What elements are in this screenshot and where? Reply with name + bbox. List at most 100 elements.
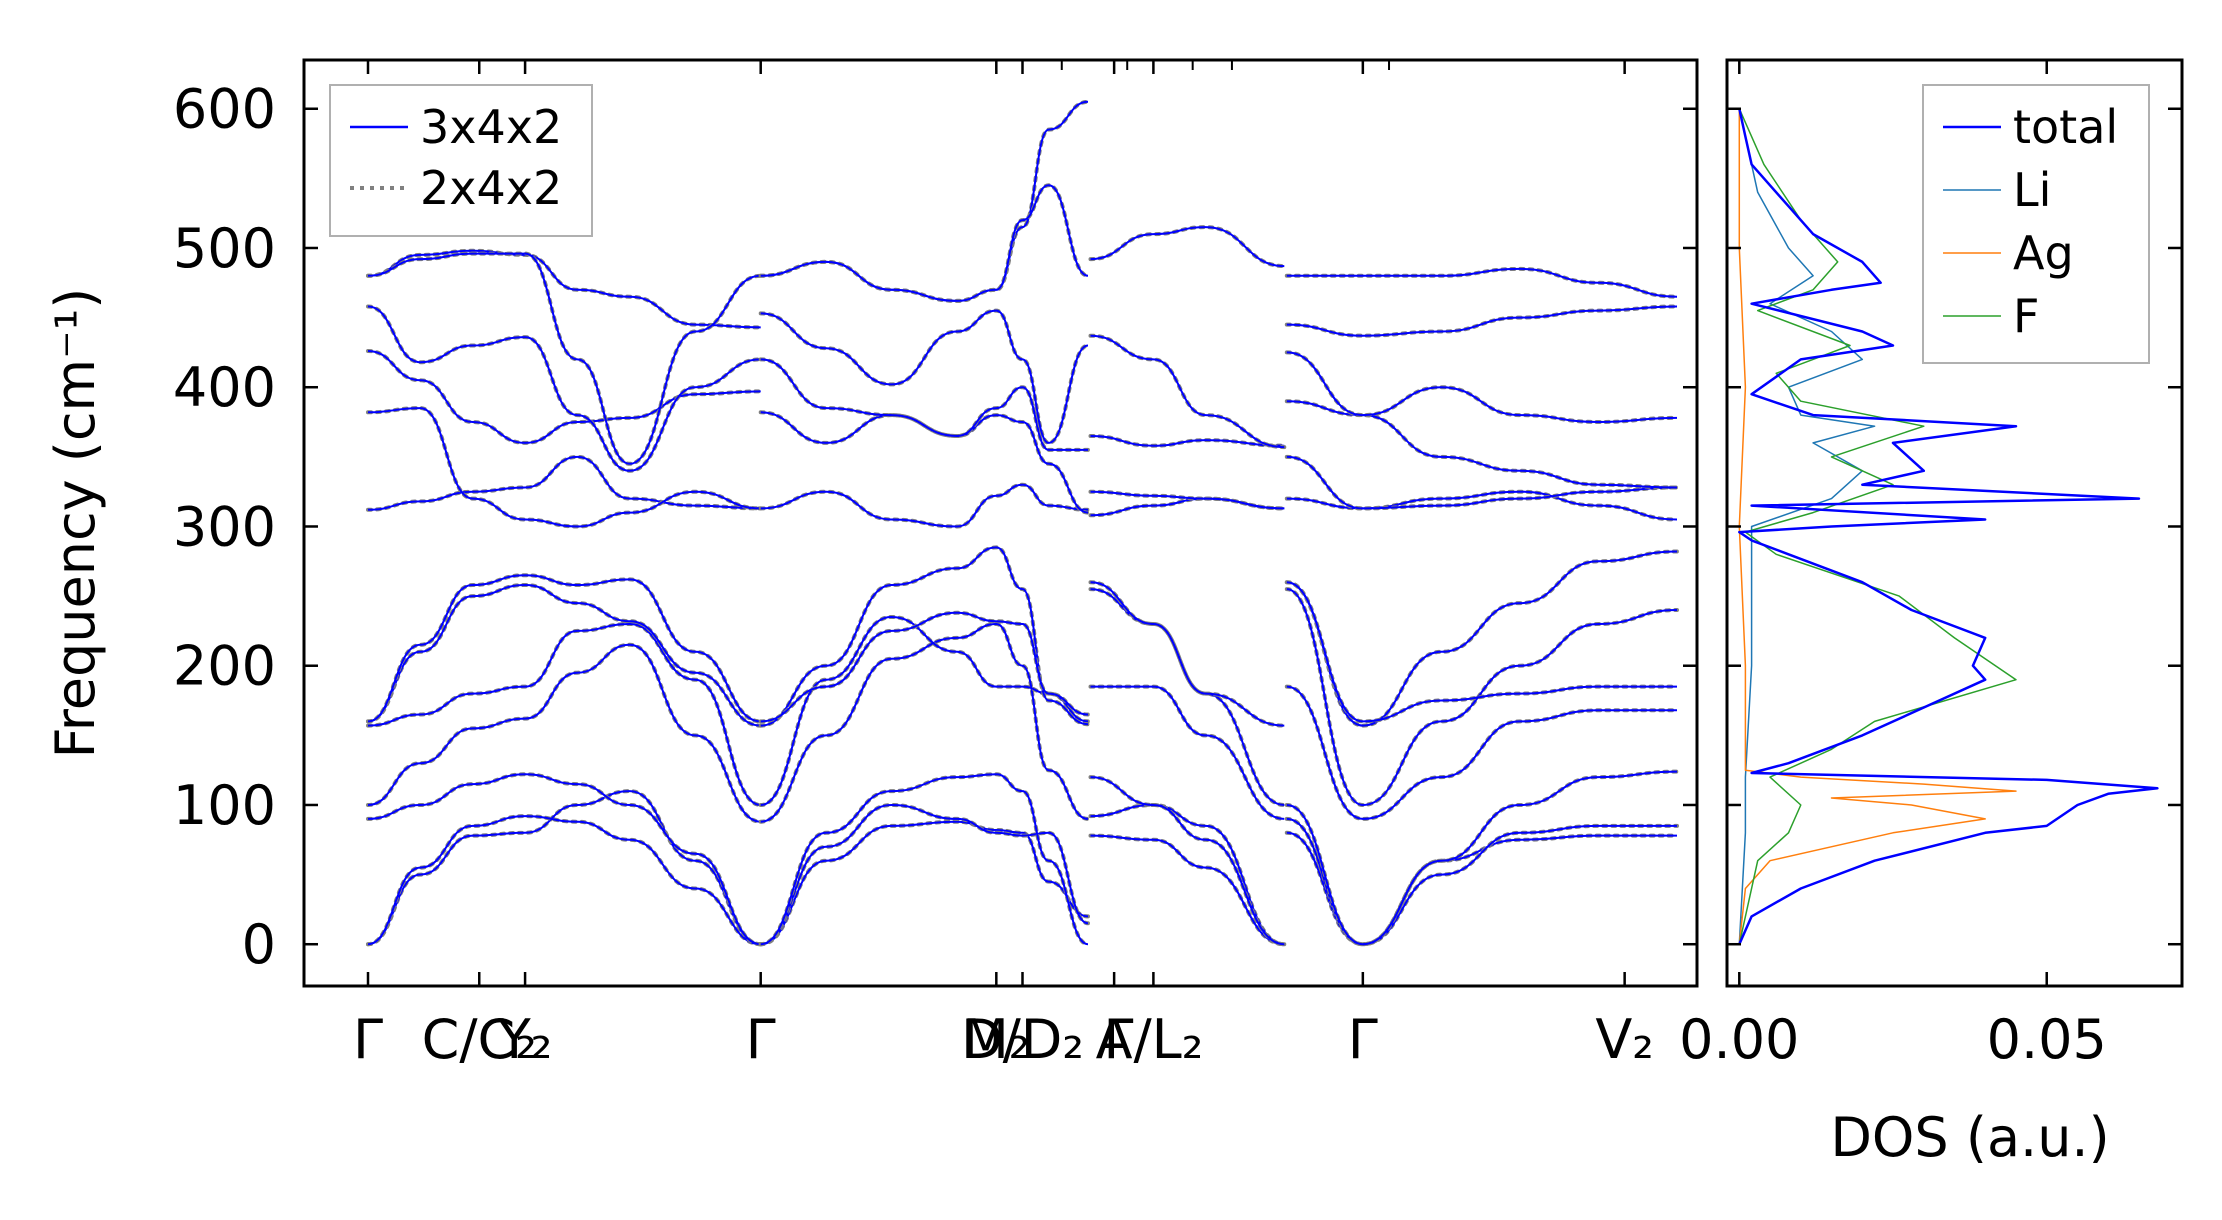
band-line-2x4x2 (758, 621, 1090, 824)
band-line-3x4x2 (760, 820, 1089, 946)
band-line-2x4x2 (1088, 833, 1287, 947)
band-line-3x4x2 (1286, 588, 1678, 807)
band-legend: 3x4x2 2x4x2 (329, 84, 593, 237)
band-line-3x4x2 (760, 100, 1089, 302)
k-point-label: V₂ (1595, 1008, 1654, 1071)
band-y-tick-label: 500 (173, 217, 276, 280)
band-line-3x4x2 (367, 455, 761, 511)
band-line-3x4x2 (1286, 581, 1677, 723)
k-point-label: Γ (1348, 1008, 1378, 1071)
band-line-3x4x2 (1090, 803, 1285, 946)
legend-label-ag: Ag (2013, 226, 2074, 280)
band-panel-frame (302, 58, 1699, 988)
band-line-2x4x2 (366, 248, 763, 330)
band-line-3x4x2 (367, 583, 761, 727)
band-line-3x4x2 (367, 249, 761, 329)
band-line-3x4x2 (1090, 334, 1285, 449)
band-line-2x4x2 (366, 582, 763, 728)
band-line-2x4x2 (366, 772, 763, 947)
band-line-3x4x2 (1286, 400, 1678, 489)
band-y-ticks: 0 100 200 300 400 500 600 (173, 78, 1697, 976)
band-line-3x4x2 (1286, 550, 1678, 727)
dos-legend: total Li Ag F (1922, 84, 2150, 364)
dos-x-ticks: 0.00 0.05 (1679, 60, 2107, 1071)
legend-label-f: F (2013, 289, 2039, 343)
dos-line-total (1738, 108, 2159, 945)
legend-label-2x4x2: 2x4x2 (420, 161, 562, 215)
k-point-label: A (1096, 1008, 1133, 1071)
band-line-3x4x2 (760, 309, 1089, 444)
band-line-3x4x2 (1090, 581, 1285, 727)
k-point-label: C/C₂ (422, 1008, 537, 1071)
dos-line-ag (1738, 108, 2017, 945)
band-y-tick-label: 600 (173, 78, 276, 141)
band-line-2x4x2 (758, 545, 1090, 728)
band-line-2x4x2 (758, 482, 1090, 529)
band-line-2x4x2 (366, 573, 763, 724)
k-point-label: D/D₂ (961, 1008, 1084, 1071)
dos-lines (1738, 108, 2159, 945)
legend-label-3x4x2: 3x4x2 (420, 100, 562, 154)
k-point-label: Γ (353, 1008, 383, 1071)
band-line-2x4x2 (758, 614, 1090, 807)
band-line-2x4x2 (758, 99, 1090, 303)
band-y-tick-label: 300 (173, 495, 276, 558)
k-point-label: Γ (746, 1008, 776, 1071)
band-line-3x4x2 (367, 574, 761, 723)
band-line-3x4x2 (760, 546, 1089, 727)
band-line-3x4x2 (1286, 685, 1677, 820)
band-line-3x4x2 (760, 615, 1089, 806)
band-line-2x4x2 (758, 802, 1090, 947)
dos-line-f (1738, 108, 2017, 945)
band-legend-box (329, 84, 593, 237)
band-line-3x4x2 (1286, 770, 1678, 946)
band-line-3x4x2 (367, 815, 761, 946)
dos-y-ticks (1727, 107, 2182, 946)
band-line-2x4x2 (1088, 333, 1287, 450)
band-line-3x4x2 (367, 305, 761, 472)
band-line-3x4x2 (367, 790, 761, 946)
dos-x-tick-label: 0.00 (1679, 1008, 1799, 1071)
dos-panel: 0.00 0.05 DOS (a.u.) total Li Ag F (1679, 58, 2184, 1169)
dos-line-li (1738, 108, 1876, 945)
band-line-3x4x2 (1286, 490, 1678, 521)
band-y-tick-label: 400 (173, 356, 276, 419)
band-line-2x4x2 (1284, 769, 1679, 947)
band-line-3x4x2 (367, 350, 761, 444)
band-line-2x4x2 (1284, 684, 1679, 821)
k-point-label: Γ/L₂ (1103, 1008, 1203, 1071)
band-lines (366, 99, 1679, 947)
dos-x-tick-label: 0.05 (1987, 1008, 2107, 1071)
band-line-3x4x2 (367, 773, 761, 946)
band-line-3x4x2 (367, 643, 761, 823)
band-line-3x4x2 (760, 358, 1088, 451)
band-line-3x4x2 (1090, 226, 1285, 268)
legend-label-li: Li (2013, 163, 2051, 217)
frequency-axis-label: Frequency (cm⁻¹) (44, 288, 107, 759)
band-line-3x4x2 (760, 803, 1089, 946)
band-line-3x4x2 (1286, 351, 1678, 424)
band-line-3x4x2 (367, 622, 761, 806)
band-line-3x4x2 (1286, 817, 1677, 946)
band-line-3x4x2 (760, 773, 1089, 946)
band-line-3x4x2 (760, 611, 1089, 723)
band-line-3x4x2 (1090, 685, 1285, 820)
band-line-2x4x2 (1088, 587, 1287, 807)
band-line-3x4x2 (1090, 834, 1285, 946)
band-line-2x4x2 (1284, 350, 1679, 425)
band-line-3x4x2 (1286, 455, 1678, 510)
band-line-2x4x2 (366, 349, 763, 445)
band-line-3x4x2 (1090, 490, 1285, 510)
band-line-3x4x2 (760, 622, 1089, 823)
legend-label-total: total (2013, 100, 2118, 154)
band-line-3x4x2 (1286, 305, 1678, 337)
band-y-tick-label: 0 (242, 913, 276, 976)
band-y-tick-label: 200 (173, 635, 276, 698)
band-line-3x4x2 (760, 184, 1089, 302)
band-line-3x4x2 (1090, 435, 1285, 447)
band-line-2x4x2 (366, 814, 763, 947)
band-line-2x4x2 (758, 183, 1090, 303)
